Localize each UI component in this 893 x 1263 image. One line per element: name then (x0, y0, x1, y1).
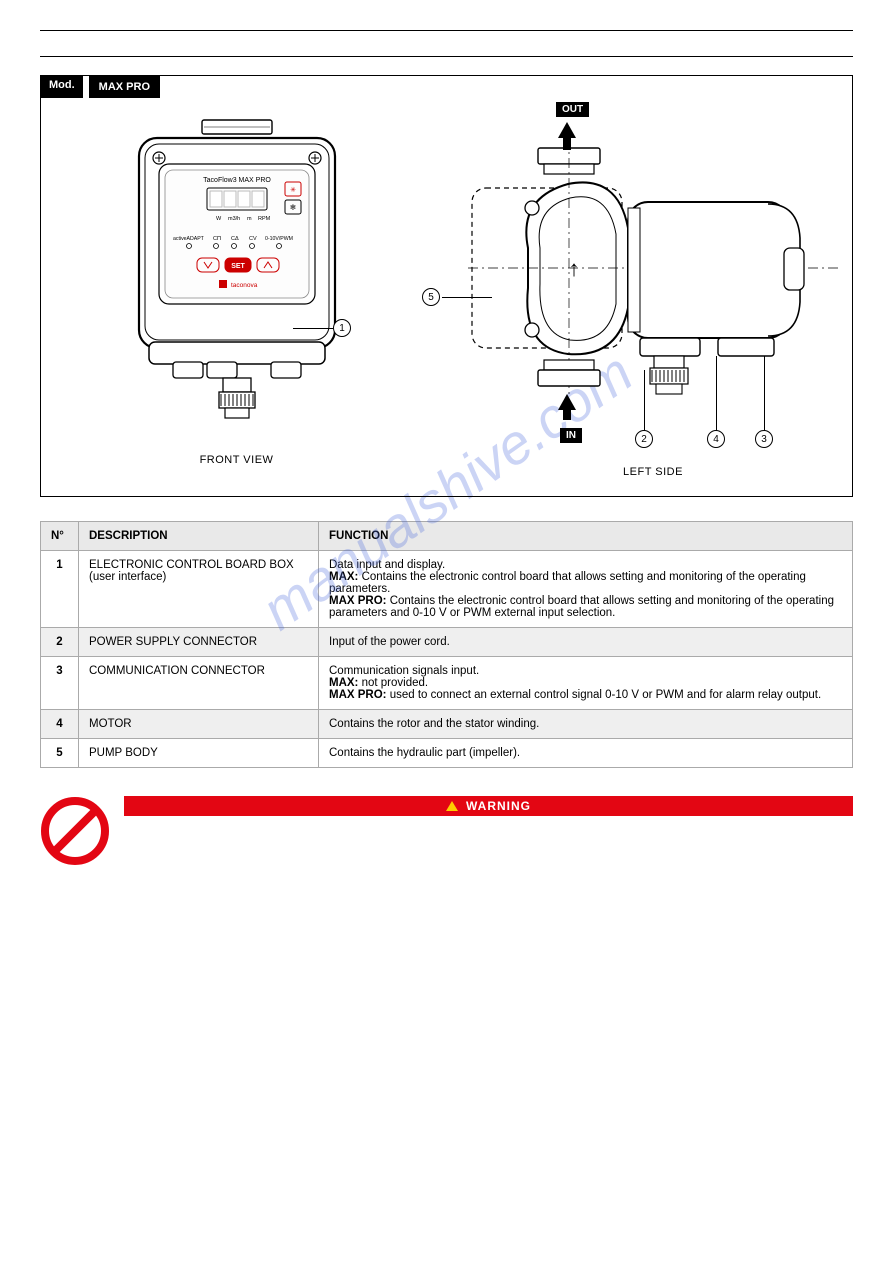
table-row: 5PUMP BODYContains the hydraulic part (i… (41, 739, 853, 768)
cell-desc: PUMP BODY (79, 739, 319, 768)
header-rule-top (40, 30, 853, 31)
callout-1: 1 (333, 319, 351, 337)
pump-side-drawing: ↑ (468, 108, 838, 448)
svg-text:TacoFlow3 MAX PRO: TacoFlow3 MAX PRO (203, 177, 271, 184)
table-body: 1ELECTRONIC CONTROL BOARD BOX (user inte… (41, 551, 853, 768)
svg-text:CΔ: CΔ (231, 236, 239, 242)
figure-body: TacoFlow3 MAX PRO ✳ ❄ W m3/h m (41, 98, 852, 496)
table-row: 2POWER SUPPLY CONNECTORInput of the powe… (41, 628, 853, 657)
th-desc: DESCRIPTION (79, 522, 319, 551)
cell-n: 3 (41, 657, 79, 710)
prohibit-icon (40, 796, 110, 869)
table-header-row: N° DESCRIPTION FUNCTION (41, 522, 853, 551)
figure-container: Mod. MAX PRO (40, 75, 853, 497)
callout-2-leader (644, 370, 645, 432)
in-tag: IN (560, 428, 582, 443)
cell-desc: COMMUNICATION CONNECTOR (79, 657, 319, 710)
cell-desc: ELECTRONIC CONTROL BOARD BOX (user inter… (79, 551, 319, 628)
warning-row: WARNING Products that are used for drink… (40, 796, 853, 869)
cell-n: 1 (41, 551, 79, 628)
callout-3-leader (764, 356, 765, 432)
cell-func: Contains the hydraulic part (impeller). (319, 739, 853, 768)
cell-desc: MOTOR (79, 710, 319, 739)
parts-table: N° DESCRIPTION FUNCTION 1ELECTRONIC CONT… (40, 521, 853, 768)
mod-label: Mod. (41, 76, 83, 98)
in-arrow-icon (558, 394, 576, 410)
lang-tag: EN (40, 37, 58, 52)
callout-4-leader (716, 356, 717, 432)
svg-text:W: W (216, 216, 222, 222)
cell-n: 2 (41, 628, 79, 657)
left-side-caption: LEFT SIDE (623, 466, 683, 478)
chapter-title: CHAPTER 3 – PRODUCT DESCRIPTION (608, 37, 853, 52)
callout-2: 2 (635, 430, 653, 448)
svg-text:CΠ: CΠ (213, 236, 221, 242)
svg-text:m3/h: m3/h (228, 216, 240, 222)
header-rule-bottom (40, 56, 853, 57)
table-row: 1ELECTRONIC CONTROL BOARD BOX (user inte… (41, 551, 853, 628)
warning-box: WARNING Products that are used for drink… (124, 796, 853, 862)
svg-text:✳: ✳ (290, 186, 296, 194)
cell-n: 4 (41, 710, 79, 739)
front-view-column: TacoFlow3 MAX PRO ✳ ❄ W m3/h m (55, 108, 418, 478)
model-badge: MAX PRO (89, 76, 160, 98)
th-n: N° (41, 522, 79, 551)
out-arrow-stem (563, 136, 571, 150)
table-row: 3COMMUNICATION CONNECTORCommunication si… (41, 657, 853, 710)
mid-callout-area: 5 (428, 108, 458, 478)
page-footer: 12 (40, 929, 853, 941)
svg-text:m: m (247, 216, 252, 222)
warning-header: WARNING (124, 796, 853, 816)
callout-1-leader (293, 328, 333, 329)
cell-func: Input of the power cord. (319, 628, 853, 657)
warning-triangle-icon (446, 801, 458, 811)
warning-title: WARNING (466, 799, 531, 813)
svg-text:taconova: taconova (231, 282, 258, 289)
front-view-caption: FRONT VIEW (200, 454, 274, 466)
svg-text:RPM: RPM (258, 216, 271, 222)
callout-3: 3 (755, 430, 773, 448)
svg-text:❄: ❄ (289, 203, 296, 212)
table-row: 4MOTORContains the rotor and the stator … (41, 710, 853, 739)
cell-func: Communication signals input.MAX: not pro… (319, 657, 853, 710)
cell-func: Contains the rotor and the stator windin… (319, 710, 853, 739)
warning-body: Products that are used for drinking wate… (124, 816, 853, 862)
svg-text:↑: ↑ (569, 256, 580, 281)
cell-func: Data input and display.MAX: Contains the… (319, 551, 853, 628)
svg-text:SET: SET (231, 263, 245, 270)
figure-header: Mod. MAX PRO (41, 76, 852, 98)
callout-4: 4 (707, 430, 725, 448)
page-header: EN CHAPTER 3 – PRODUCT DESCRIPTION (40, 37, 853, 52)
callout-5: 5 (422, 288, 440, 306)
cell-n: 5 (41, 739, 79, 768)
th-func: FUNCTION (319, 522, 853, 551)
svg-text:CV: CV (249, 236, 257, 242)
out-tag: OUT (556, 102, 589, 117)
pump-front-drawing: TacoFlow3 MAX PRO ✳ ❄ W m3/h m (107, 108, 367, 448)
left-side-column: OUT ↑ (468, 108, 838, 478)
cell-desc: POWER SUPPLY CONNECTOR (79, 628, 319, 657)
svg-text:0-10V/PWM: 0-10V/PWM (265, 236, 293, 242)
svg-text:activeADAPT: activeADAPT (173, 236, 205, 242)
